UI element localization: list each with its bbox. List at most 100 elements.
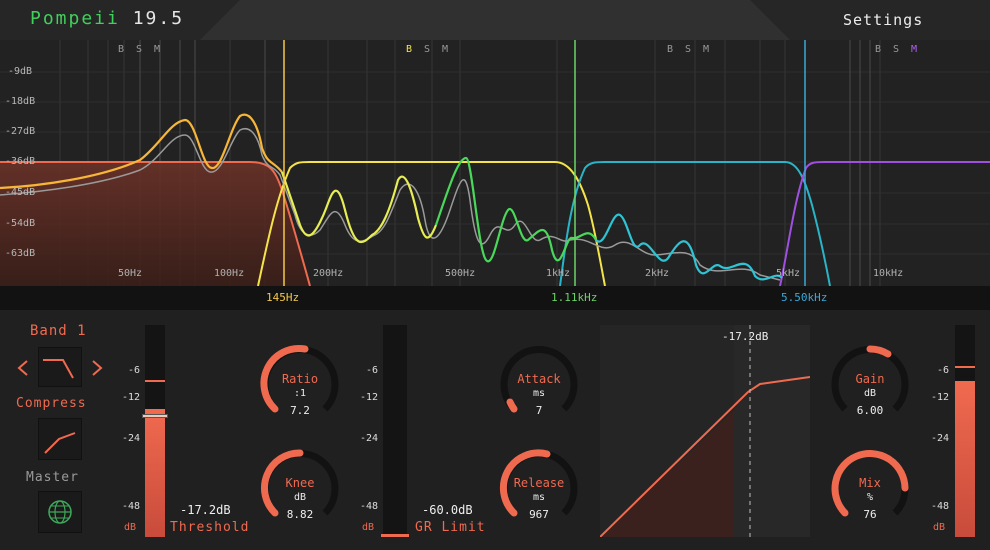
band1-bypass-button[interactable]: B bbox=[118, 44, 125, 55]
meter-tick: -12 bbox=[931, 392, 950, 403]
band2-curve bbox=[257, 161, 606, 286]
band1-curve bbox=[0, 162, 310, 286]
db-tick: -18dB bbox=[5, 96, 36, 107]
crossover-1-frequency[interactable]: 145Hz bbox=[266, 291, 300, 304]
settings-button[interactable]: Settings bbox=[843, 11, 924, 29]
peak-hold bbox=[145, 380, 165, 382]
band3-solo-button[interactable]: S bbox=[685, 44, 692, 55]
transfer-curve bbox=[599, 376, 811, 538]
release-knob-dial bbox=[499, 449, 578, 517]
knee-unit: dB bbox=[293, 492, 307, 503]
freq-tick: 100Hz bbox=[214, 268, 245, 279]
ratio-knob-dial bbox=[260, 345, 339, 413]
meter-tick: -48 bbox=[360, 501, 379, 512]
meter-tick: -12 bbox=[122, 392, 141, 403]
input-spectrum-line bbox=[0, 128, 781, 281]
ratio-value: 7.2 bbox=[290, 404, 310, 417]
db-tick: -36dB bbox=[5, 156, 36, 167]
master-label: Master bbox=[26, 470, 79, 485]
band-control-panel: Band 1 Compress Master -6 -12 bbox=[0, 310, 990, 550]
compress-mode-button[interactable] bbox=[38, 418, 82, 460]
freq-tick: 500Hz bbox=[445, 268, 476, 279]
knee-label: Knee bbox=[285, 476, 315, 490]
band2-solo-button[interactable]: S bbox=[424, 44, 431, 55]
gain-reduction-meter[interactable] bbox=[381, 325, 409, 537]
meter-tick: -12 bbox=[360, 392, 379, 403]
attack-knob[interactable]: Attack ms 7 bbox=[495, 340, 583, 428]
band4-mute-button[interactable]: M bbox=[911, 44, 918, 55]
output-level-bar bbox=[955, 381, 975, 537]
band2-bypass-button[interactable]: B bbox=[406, 44, 413, 55]
chevron-right-icon[interactable] bbox=[90, 358, 104, 378]
knee-knob[interactable]: Knee dB 8.82 bbox=[256, 444, 344, 532]
transfer-threshold-label: -17.2dB bbox=[722, 330, 769, 343]
db-tick: -27dB bbox=[5, 126, 36, 137]
crossover-2-frequency[interactable]: 1.11kHz bbox=[551, 291, 598, 304]
threshold-label: Threshold bbox=[170, 520, 250, 535]
attack-unit: ms bbox=[532, 388, 546, 399]
release-value: 967 bbox=[529, 508, 549, 521]
knee-value: 8.82 bbox=[286, 508, 314, 521]
db-tick: -9dB bbox=[8, 66, 33, 77]
spectrum-graph bbox=[0, 40, 990, 286]
header-bar: Pompeii 19.5 Settings bbox=[0, 0, 990, 40]
band1-solo-button[interactable]: S bbox=[136, 44, 143, 55]
release-label: Release bbox=[513, 476, 565, 490]
mix-knob[interactable]: Mix % 76 bbox=[826, 444, 914, 532]
meter-unit: dB bbox=[362, 522, 375, 533]
freq-tick: 200Hz bbox=[313, 268, 344, 279]
gain-knob-dial bbox=[831, 345, 909, 412]
attack-value: 7 bbox=[535, 404, 543, 417]
transfer-curve-display[interactable]: -17.2dB bbox=[599, 325, 811, 538]
ratio-knob[interactable]: Ratio :1 7.2 bbox=[256, 340, 344, 428]
db-tick: -45dB bbox=[5, 187, 36, 198]
release-knob[interactable]: Release ms 967 bbox=[495, 444, 583, 532]
band1-spectrum bbox=[0, 113, 283, 190]
gain-value: 6.00 bbox=[856, 404, 884, 417]
band3-mute-button[interactable]: M bbox=[703, 44, 710, 55]
threshold-handle[interactable] bbox=[142, 414, 168, 418]
band3-spectrum bbox=[434, 156, 597, 263]
meter-unit: dB bbox=[124, 522, 137, 533]
meter-tick: -6 bbox=[366, 365, 379, 376]
band4-solo-button[interactable]: S bbox=[893, 44, 900, 55]
lowpass-filter-icon bbox=[43, 359, 74, 379]
gr-limit-handle[interactable] bbox=[381, 534, 409, 537]
spectrum-analyzer[interactable]: -9dB -18dB -27dB -36dB -45dB -54dB -63dB… bbox=[0, 40, 990, 286]
meter-tick: -24 bbox=[122, 433, 141, 444]
chevron-left-icon[interactable] bbox=[16, 358, 30, 378]
meter-tick: -24 bbox=[360, 433, 379, 444]
brand-name: Pompeii bbox=[30, 8, 120, 29]
crossover-3-frequency[interactable]: 5.50kHz bbox=[781, 291, 828, 304]
gain-unit: dB bbox=[863, 388, 877, 399]
threshold-meter[interactable] bbox=[142, 325, 168, 537]
gain-knob[interactable]: Gain dB 6.00 bbox=[826, 340, 914, 428]
meter-tick: -48 bbox=[122, 501, 141, 512]
gr-limit-label: GR Limit bbox=[415, 520, 486, 535]
gr-limit-value: -60.0dB bbox=[422, 503, 473, 517]
attack-label: Attack bbox=[517, 372, 561, 386]
band4-bypass-button[interactable]: B bbox=[875, 44, 882, 55]
attack-knob-dial bbox=[500, 346, 578, 413]
band4-spectrum bbox=[595, 213, 783, 281]
master-button[interactable] bbox=[38, 491, 82, 533]
filter-shape-button[interactable] bbox=[38, 347, 82, 387]
mix-value: 76 bbox=[863, 508, 877, 521]
mix-unit: % bbox=[866, 492, 874, 503]
meter-unit: dB bbox=[933, 522, 946, 533]
output-peak-hold bbox=[955, 366, 975, 368]
freq-tick: 5kHz bbox=[776, 268, 801, 279]
band2-mute-button[interactable]: M bbox=[442, 44, 449, 55]
band3-bypass-button[interactable]: B bbox=[667, 44, 674, 55]
meter-tick: -24 bbox=[931, 433, 950, 444]
freq-tick: 10kHz bbox=[873, 268, 904, 279]
output-meter bbox=[955, 325, 975, 537]
freq-tick: 50Hz bbox=[118, 268, 143, 279]
band4-curve bbox=[559, 161, 831, 286]
header-center-plate bbox=[200, 0, 790, 40]
band-title: Band 1 bbox=[30, 323, 87, 339]
compressor-curve-icon bbox=[44, 432, 76, 454]
crossover-frequency-bar: 145Hz 1.11kHz 5.50kHz bbox=[0, 286, 990, 310]
band1-mute-button[interactable]: M bbox=[154, 44, 161, 55]
db-tick: -63dB bbox=[5, 248, 36, 259]
